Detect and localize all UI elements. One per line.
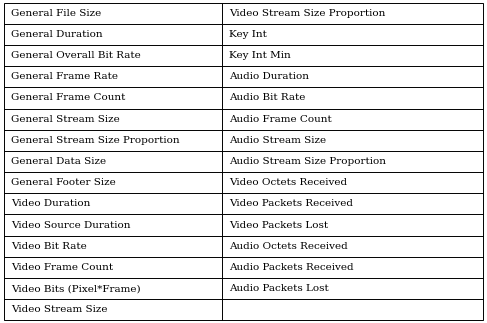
Text: Audio Bit Rate: Audio Bit Rate <box>229 93 305 102</box>
Text: Video Source Duration: Video Source Duration <box>11 221 131 230</box>
Text: Audio Duration: Audio Duration <box>229 72 309 81</box>
Text: General File Size: General File Size <box>11 9 101 18</box>
Text: General Duration: General Duration <box>11 30 103 39</box>
Text: Audio Packets Received: Audio Packets Received <box>229 263 354 272</box>
Text: General Overall Bit Rate: General Overall Bit Rate <box>11 51 141 60</box>
Text: Audio Octets Received: Audio Octets Received <box>229 242 348 251</box>
Text: General Stream Size: General Stream Size <box>11 115 120 124</box>
Text: Key Int: Key Int <box>229 30 267 39</box>
Text: General Frame Count: General Frame Count <box>11 93 126 102</box>
Text: General Stream Size Proportion: General Stream Size Proportion <box>11 136 180 145</box>
Text: Video Octets Received: Video Octets Received <box>229 178 347 187</box>
Text: Video Duration: Video Duration <box>11 199 91 208</box>
Text: General Footer Size: General Footer Size <box>11 178 116 187</box>
Text: Video Stream Size Proportion: Video Stream Size Proportion <box>229 9 385 18</box>
Text: Audio Packets Lost: Audio Packets Lost <box>229 284 329 293</box>
Text: Video Stream Size: Video Stream Size <box>11 305 108 314</box>
Text: General Data Size: General Data Size <box>11 157 106 166</box>
Text: Video Bit Rate: Video Bit Rate <box>11 242 87 251</box>
Text: Key Int Min: Key Int Min <box>229 51 291 60</box>
Text: Audio Stream Size: Audio Stream Size <box>229 136 326 145</box>
Text: Video Bits (Pixel*Frame): Video Bits (Pixel*Frame) <box>11 284 141 293</box>
Text: General Frame Rate: General Frame Rate <box>11 72 118 81</box>
Text: Audio Frame Count: Audio Frame Count <box>229 115 332 124</box>
Text: Video Frame Count: Video Frame Count <box>11 263 113 272</box>
Text: Video Packets Received: Video Packets Received <box>229 199 353 208</box>
Text: Audio Stream Size Proportion: Audio Stream Size Proportion <box>229 157 386 166</box>
Text: Video Packets Lost: Video Packets Lost <box>229 221 328 230</box>
